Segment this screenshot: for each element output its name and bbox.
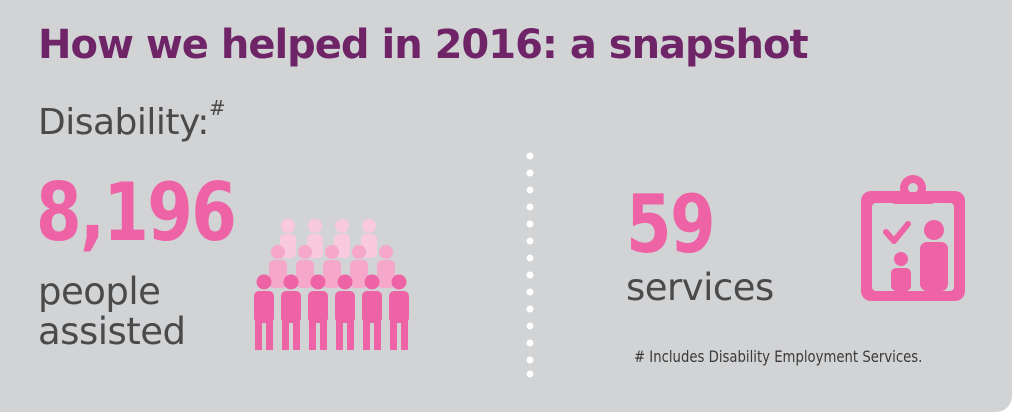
clipboard-person-icon (861, 175, 965, 301)
footnote: # Includes Disability Employment Service… (634, 347, 923, 366)
category-heading: Disability:# (38, 96, 226, 143)
services-label: services (626, 266, 774, 309)
footnote-marker: # (208, 96, 226, 120)
page-title: How we helped in 2016: a snapshot (38, 22, 809, 68)
crowd-icon (254, 219, 409, 350)
people-label: people assisted (38, 270, 186, 353)
services-count: 59 (626, 178, 716, 271)
dotted-divider (526, 152, 534, 378)
category-label: Disability: (38, 102, 209, 143)
snapshot-panel: How we helped in 2016: a snapshot Disabi… (0, 0, 1012, 412)
people-count: 8,196 (36, 166, 237, 259)
